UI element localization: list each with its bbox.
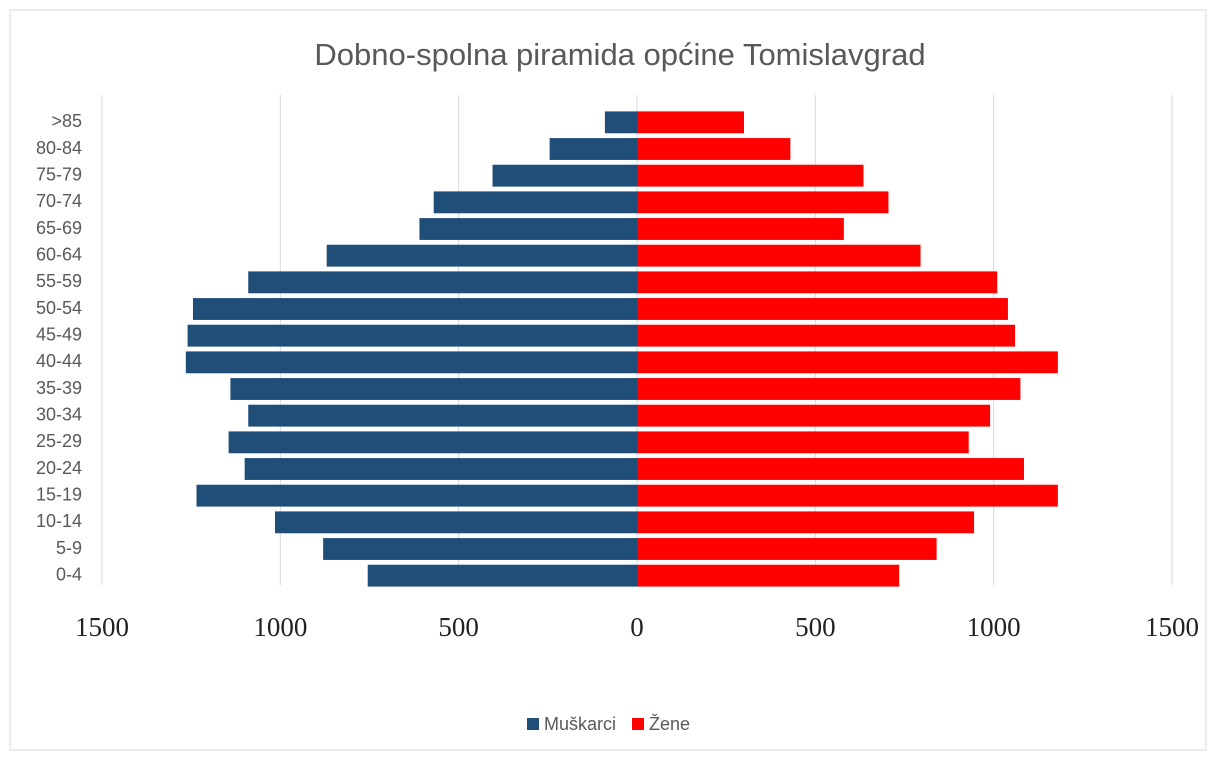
bar — [230, 378, 637, 400]
bar — [637, 484, 1058, 507]
bar — [274, 511, 637, 534]
legend-label: Muškarci — [544, 714, 616, 734]
bar — [367, 564, 637, 587]
y-tick-label: 65-69 — [36, 218, 82, 238]
legend-swatch — [527, 718, 539, 730]
x-tick-label: 0 — [630, 612, 644, 642]
bar — [637, 511, 975, 534]
bar — [248, 404, 637, 427]
bar — [192, 298, 637, 320]
bar — [248, 271, 637, 294]
bar — [323, 538, 637, 560]
y-tick-label: 35-39 — [36, 378, 82, 398]
bar — [637, 351, 1058, 374]
y-tick-label: 0-4 — [56, 564, 82, 584]
y-tick-label: 70-74 — [36, 191, 82, 211]
bar — [228, 431, 637, 454]
chart-title: Dobno-spolna piramida općine Tomislavgra… — [314, 37, 925, 72]
bar — [637, 218, 844, 240]
y-tick-label: 45-49 — [36, 324, 82, 344]
y-tick-label: 10-14 — [36, 511, 82, 531]
bar — [549, 138, 637, 160]
y-tick-label: 25-29 — [36, 431, 82, 451]
bar — [185, 351, 638, 374]
bar — [637, 191, 889, 214]
bar — [637, 271, 998, 294]
bar — [637, 298, 1008, 320]
y-tick-label: 50-54 — [36, 298, 82, 318]
bar — [637, 164, 864, 187]
bar — [419, 218, 637, 240]
bar — [637, 564, 900, 587]
y-tick-label: 5-9 — [56, 538, 82, 558]
y-tick-label: 40-44 — [36, 351, 82, 371]
x-tick-label: 500 — [438, 612, 479, 642]
legend-swatch — [632, 718, 645, 730]
bar — [492, 164, 637, 187]
legend-label: Žene — [649, 714, 690, 734]
y-tick-label: 20-24 — [36, 458, 82, 478]
x-tick-label: 500 — [795, 612, 836, 642]
bar — [637, 244, 921, 267]
bar — [637, 138, 791, 160]
x-tick-label: 1000 — [967, 612, 1021, 642]
x-tick-label: 1500 — [75, 612, 129, 642]
y-tick-label: 60-64 — [36, 244, 82, 264]
y-tick-label: 55-59 — [36, 271, 82, 291]
bar — [244, 458, 637, 480]
bar — [637, 458, 1024, 480]
bar — [326, 244, 637, 267]
bar — [637, 404, 991, 427]
bar — [637, 538, 937, 560]
x-tick-label: 1500 — [1145, 612, 1199, 642]
bar — [433, 191, 637, 214]
bar — [196, 484, 637, 507]
y-tick-label: 15-19 — [36, 484, 82, 504]
bar — [637, 324, 1016, 347]
bar — [604, 111, 637, 134]
bar — [187, 324, 637, 347]
y-tick-label: 75-79 — [36, 164, 82, 184]
x-tick-label: 1000 — [253, 612, 307, 642]
bar — [637, 378, 1021, 400]
y-tick-label: 80-84 — [36, 138, 82, 158]
y-tick-label: 30-34 — [36, 404, 82, 424]
bar — [637, 111, 744, 134]
bar — [637, 431, 969, 454]
y-tick-label: >85 — [51, 111, 82, 131]
